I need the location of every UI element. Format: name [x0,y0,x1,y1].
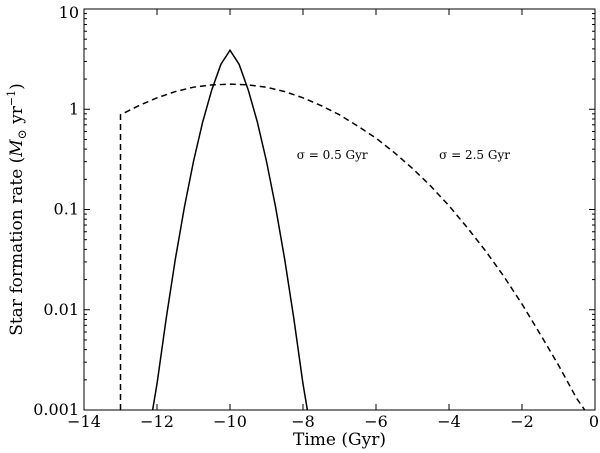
x-tick-label: −14 [67,412,101,431]
sigma-annotation: σ = 2.5 Gyr [439,148,510,162]
annotation-layer: σ = 0.5 Gyr σ = 2.5 Gyr [297,148,510,162]
series-layer [119,48,586,411]
x-tick-label: 0 [589,412,599,431]
x-tick-label: −6 [364,412,388,431]
x-tick-label: −4 [437,412,461,431]
y-tick-label: 0.001 [33,400,79,419]
series-line-2 [119,83,586,411]
x-tick-label: −12 [140,412,174,431]
y-axis-title-msun-sub: ⊙ [15,129,29,139]
x-tick-label: −2 [510,412,534,431]
x-tick-label: −10 [213,412,247,431]
y-tick-label: 0.1 [54,200,79,219]
x-axis-title: Time (Gyr) [293,430,386,450]
y-axis-title-exponent: −1 [5,90,18,106]
y-tick-label: 0.01 [43,300,79,319]
y-axis-title-prefix: Star formation rate ( [7,157,27,336]
sigma-annotation: σ = 0.5 Gyr [297,148,368,162]
series-line-1 [151,48,309,411]
y-axis-title-suffix: ) [7,83,27,90]
tick-layer: −14 −12 −10 −8 −6 −4 −2 0 0.001 0.01 0.1 1 10 [33,3,599,431]
y-tick-label: 1 [69,99,79,118]
y-tick-label: 10 [59,3,79,22]
y-axis-title-msun: M [7,139,27,158]
x-tick-label: −8 [291,412,315,431]
y-axis-title-unit: yr [7,105,27,129]
y-axis-title: Star formation rate (M⊙ yr−1) [5,83,29,336]
